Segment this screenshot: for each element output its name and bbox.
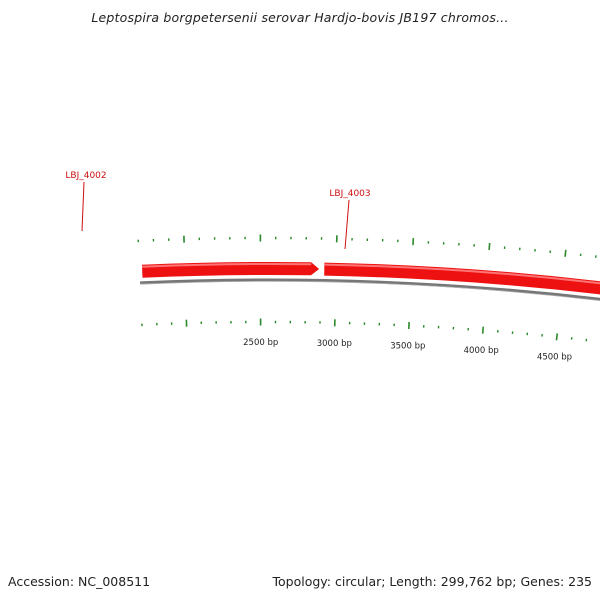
accession-label: Accession: NC_008511 [8, 574, 151, 589]
forward-gene-arrow-lbj-4002 [324, 262, 600, 295]
outer-major-tick [488, 242, 491, 250]
tick-label: 4000 bp [464, 346, 499, 356]
inner-major-tick [481, 326, 484, 334]
outer-major-tick [564, 249, 567, 257]
backbone-line [140, 278, 600, 301]
tick-label: 4500 bp [537, 353, 572, 363]
genome-summary: Topology: circular; Length: 299,762 bp; … [272, 574, 593, 589]
tick-label: 3000 bp [317, 339, 352, 349]
tick-label: 3500 bp [390, 342, 425, 352]
forward-gene-arrow-0-highlight [141, 262, 312, 268]
gene-label-leader [81, 181, 85, 232]
inner-major-tick [555, 333, 558, 341]
gene-label-leader [344, 199, 350, 250]
gene-label-layer: LBJ_4002 LBJ_4003 [65, 171, 371, 250]
backbone-layer [140, 278, 600, 302]
tick-label: 2500 bp [243, 338, 278, 348]
backbone-highlight [140, 280, 600, 302]
page-title: Leptospira borgpetersenii serovar Hardjo… [91, 10, 509, 25]
forward-gene-arrow-lbj-4002-highlight [324, 263, 600, 285]
gene-label: LBJ_4002 [65, 171, 106, 181]
gene-label: LBJ_4003 [329, 189, 370, 199]
gene-layer [141, 261, 600, 295]
